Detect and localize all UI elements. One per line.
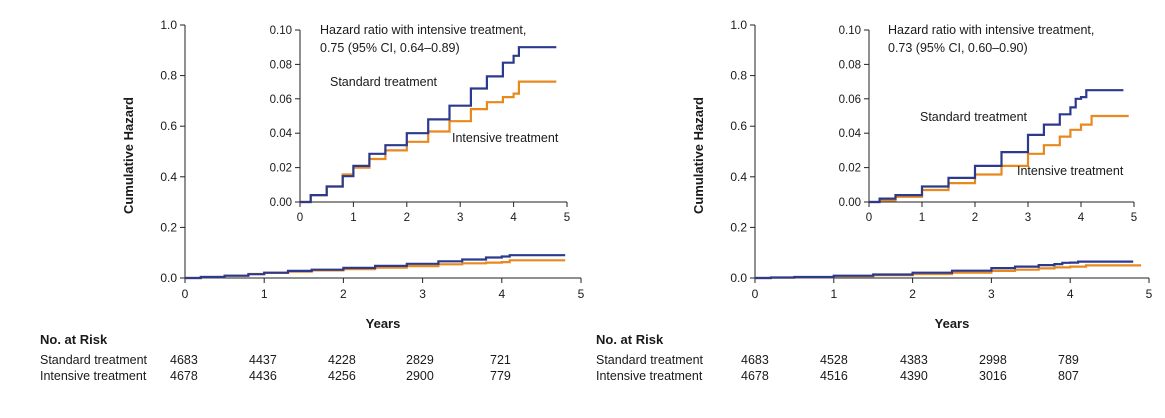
risk-value: 4516 [820, 369, 848, 383]
risk-value: 4383 [900, 353, 928, 367]
risk-row-label: Standard treatment [596, 353, 704, 367]
inset-y-tick-label: 0.06 [270, 94, 292, 106]
risk-value: 4678 [741, 369, 769, 383]
risk-value: 807 [1058, 369, 1079, 383]
standard-treatment-label: Standard treatment [330, 75, 438, 89]
y-tick-label: 0.2 [160, 220, 177, 234]
inset-x-tick-label: 1 [350, 212, 356, 224]
inset-y-tick-label: 0.04 [270, 128, 293, 140]
inset-x-tick-label: 4 [510, 212, 517, 224]
inset-series-intensive [869, 114, 1129, 204]
y-tick-label: 0.8 [730, 69, 747, 83]
inset-x-tick-label: 5 [1131, 212, 1137, 224]
risk-value: 2900 [406, 369, 434, 383]
x-tick-label: 0 [752, 287, 759, 301]
risk-value: 721 [490, 353, 511, 367]
inset-y-tick-label: 0.08 [839, 59, 861, 71]
risk-value: 789 [1058, 353, 1079, 367]
inset-y-tick-label: 0.08 [270, 59, 292, 71]
x-tick-label: 2 [340, 287, 347, 301]
inset-y-tick-label: 0.10 [839, 25, 861, 37]
x-tick-label: 3 [419, 287, 426, 301]
main-series-standard [755, 260, 1134, 280]
risk-value: 4437 [249, 353, 277, 367]
intensive-treatment-label: Intensive treatment [1017, 164, 1124, 178]
x-tick-label: 4 [1067, 287, 1074, 301]
chart-panel-2: 0.0 0.2 0.4 0.6 0.8 1.0 0 1 2 3 4 5 Cumulative Hazar… [691, 18, 1153, 331]
chart-panel-1: 0.0 0.2 0.4 0.6 0.8 1.0 0 1 2 3 4 5 Cumulative Hazar… [121, 18, 585, 331]
risk-value: 4390 [900, 369, 928, 383]
risk-value: 4683 [741, 353, 769, 367]
inset-x-tick-label: 2 [404, 212, 410, 224]
inset-y-tick-label: 0.10 [270, 25, 292, 37]
inset-series-standard [300, 46, 557, 204]
y-axis-title: Cumulative Hazard [121, 97, 136, 214]
risk-value: 2829 [406, 353, 434, 367]
inset-plot: 0.00 0.02 0.04 0.06 0.08 0.10 0 1 2 3 4 5 Hazard rat… [270, 23, 571, 224]
x-tick-label: 5 [578, 287, 585, 301]
inset-x-tick-label: 3 [1025, 212, 1031, 224]
risk-value: 4436 [249, 369, 277, 383]
hazard-ratio-ci: 0.73 (95% CI, 0.60–0.90) [888, 41, 1028, 55]
inset-x-tick-label: 2 [972, 212, 978, 224]
risk-row-label: Intensive treatment [596, 369, 703, 383]
inset-y-tick-label: 0.00 [270, 197, 292, 209]
y-tick-label: 0.6 [730, 119, 747, 133]
hazard-ratio-annotation: Hazard ratio with intensive treatment, [888, 23, 1094, 37]
risk-value: 3016 [979, 369, 1007, 383]
y-axis-title: Cumulative Hazard [691, 97, 706, 214]
inset-x-tick-label: 0 [866, 212, 872, 224]
x-tick-label: 4 [498, 287, 505, 301]
inset-x-tick-label: 3 [457, 212, 463, 224]
risk-row-label: Intensive treatment [40, 369, 147, 383]
intensive-treatment-label: Intensive treatment [452, 131, 559, 145]
y-tick-label: 0.4 [160, 170, 177, 184]
x-tick-label: 1 [261, 287, 268, 301]
risk-value: 4228 [328, 353, 356, 367]
risk-value: 4683 [170, 353, 198, 367]
x-axis-title: Years [366, 316, 401, 331]
x-axis-title: Years [935, 316, 970, 331]
inset-x-tick-label: 4 [1078, 212, 1085, 224]
y-tick-label: 1.0 [730, 18, 747, 32]
inset-y-tick-label: 0.02 [839, 163, 861, 175]
inset-plot: 0.00 0.02 0.04 0.06 0.08 0.10 0 1 2 3 4 5 Hazard rat… [839, 23, 1138, 224]
inset-y-tick-label: 0.02 [270, 163, 292, 175]
inset-x-tick-label: 5 [564, 212, 570, 224]
risk-table-title: No. at Risk [40, 332, 108, 347]
risk-value: 4256 [328, 369, 356, 383]
hazard-ratio-ci: 0.75 (95% CI, 0.64–0.89) [320, 41, 460, 55]
x-tick-label: 0 [182, 287, 189, 301]
y-tick-label: 0.2 [730, 220, 747, 234]
risk-table-title: No. at Risk [596, 332, 664, 347]
risk-value: 2998 [979, 353, 1007, 367]
inset-x-tick-label: 0 [297, 212, 303, 224]
x-tick-label: 2 [909, 287, 916, 301]
inset-series-standard [869, 89, 1124, 204]
risk-value: 779 [490, 369, 511, 383]
standard-treatment-label: Standard treatment [920, 110, 1028, 124]
x-tick-label: 3 [988, 287, 995, 301]
risk-row-label: Standard treatment [40, 353, 148, 367]
inset-y-tick-label: 0.06 [839, 94, 861, 106]
inset-y-tick-label: 0.00 [839, 197, 861, 209]
x-tick-label: 5 [1146, 287, 1153, 301]
y-tick-label: 0.4 [730, 170, 747, 184]
hazard-ratio-annotation: Hazard ratio with intensive treatment, [320, 23, 526, 37]
y-tick-label: 0.0 [730, 271, 747, 285]
main-series-standard [185, 254, 566, 280]
risk-value: 4678 [170, 369, 198, 383]
inset-y-tick-label: 0.04 [839, 128, 862, 140]
x-tick-label: 1 [830, 287, 837, 301]
risk-value: 4528 [820, 353, 848, 367]
inset-x-tick-label: 1 [919, 212, 925, 224]
y-tick-label: 1.0 [160, 18, 177, 32]
y-tick-label: 0.8 [160, 69, 177, 83]
y-tick-label: 0.6 [160, 119, 177, 133]
y-tick-label: 0.0 [160, 271, 177, 285]
